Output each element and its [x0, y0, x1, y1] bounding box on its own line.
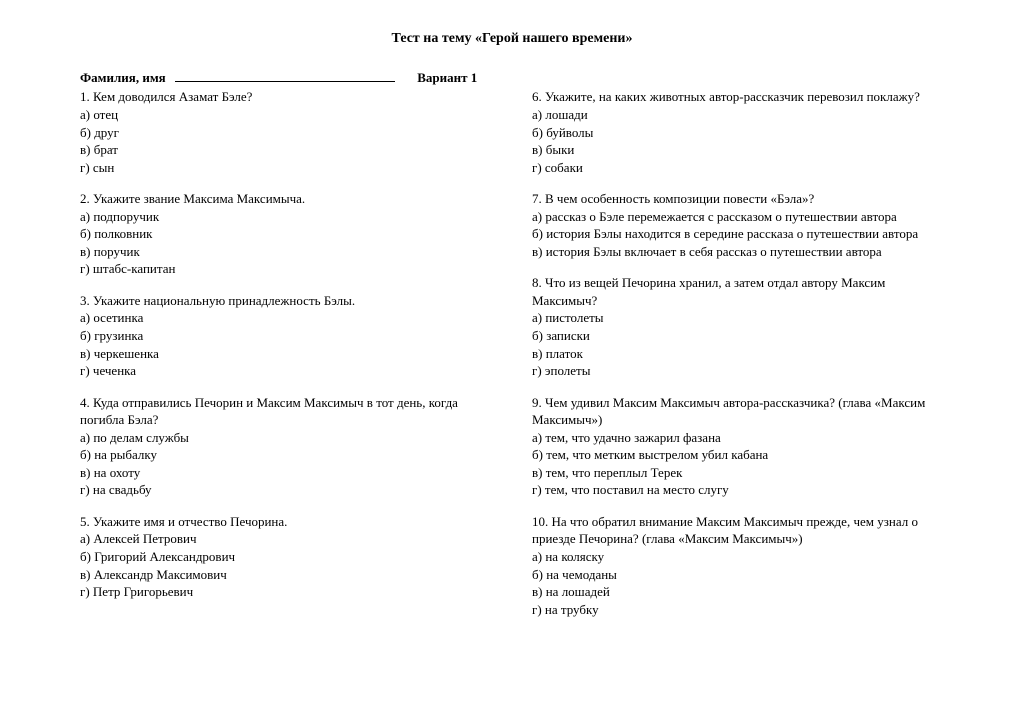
option: в) Александр Максимович [80, 566, 492, 584]
question-6: 6. Укажите, на каких животных автор-расс… [532, 88, 944, 176]
option: б) буйволы [532, 124, 944, 142]
option: б) полковник [80, 225, 492, 243]
left-column: 1. Кем доводился Азамат Бэле? а) отец б)… [80, 88, 492, 632]
header-line: Фамилия, имя Вариант 1 [80, 69, 944, 87]
question-text: 6. Укажите, на каких животных автор-расс… [532, 88, 944, 106]
right-column: 6. Укажите, на каких животных автор-расс… [532, 88, 944, 632]
option: а) Алексей Петрович [80, 530, 492, 548]
option: в) история Бэлы включает в себя рассказ … [532, 243, 944, 261]
test-title: Тест на тему «Герой нашего времени» [80, 30, 944, 49]
option: б) история Бэлы находится в середине рас… [532, 225, 944, 243]
option: в) поручик [80, 243, 492, 261]
question-text: 5. Укажите имя и отчество Печорина. [80, 513, 492, 531]
question-3: 3. Укажите национальную принадлежность Б… [80, 292, 492, 380]
option: г) на трубку [532, 601, 944, 619]
option: а) осетинка [80, 309, 492, 327]
option: б) на чемоданы [532, 566, 944, 584]
option: в) на лошадей [532, 583, 944, 601]
option: а) отец [80, 106, 492, 124]
option: в) платок [532, 345, 944, 363]
option: г) на свадьбу [80, 481, 492, 499]
option: в) на охоту [80, 464, 492, 482]
option: б) записки [532, 327, 944, 345]
option: б) грузинка [80, 327, 492, 345]
question-text: 7. В чем особенность композиции повести … [532, 190, 944, 208]
option: а) пистолеты [532, 309, 944, 327]
option: в) тем, что переплыл Терек [532, 464, 944, 482]
question-text: 3. Укажите национальную принадлежность Б… [80, 292, 492, 310]
name-blank [175, 70, 395, 82]
option: в) брат [80, 141, 492, 159]
option: г) эполеты [532, 362, 944, 380]
variant-label: Вариант 1 [417, 70, 477, 85]
question-4: 4. Куда отправились Печорин и Максим Мак… [80, 394, 492, 499]
question-1: 1. Кем доводился Азамат Бэле? а) отец б)… [80, 88, 492, 176]
question-2: 2. Укажите звание Максима Максимыча. а) … [80, 190, 492, 278]
question-text: 1. Кем доводился Азамат Бэле? [80, 88, 492, 106]
question-text: 2. Укажите звание Максима Максимыча. [80, 190, 492, 208]
option: б) тем, что метким выстрелом убил кабана [532, 446, 944, 464]
question-8: 8. Что из вещей Печорина хранил, а затем… [532, 274, 944, 379]
option: а) по делам службы [80, 429, 492, 447]
option: б) друг [80, 124, 492, 142]
question-7: 7. В чем особенность композиции повести … [532, 190, 944, 260]
option: б) Григорий Александрович [80, 548, 492, 566]
option: б) на рыбалку [80, 446, 492, 464]
name-label: Фамилия, имя [80, 70, 166, 85]
option: а) на коляску [532, 548, 944, 566]
option: а) подпоручик [80, 208, 492, 226]
question-text: 10. На что обратил внимание Максим Макси… [532, 513, 944, 548]
option: г) собаки [532, 159, 944, 177]
option: г) Петр Григорьевич [80, 583, 492, 601]
question-5: 5. Укажите имя и отчество Печорина. а) А… [80, 513, 492, 601]
option: в) черкешенка [80, 345, 492, 363]
question-10: 10. На что обратил внимание Максим Макси… [532, 513, 944, 618]
question-text: 8. Что из вещей Печорина хранил, а затем… [532, 274, 944, 309]
option: в) быки [532, 141, 944, 159]
option: г) тем, что поставил на место слугу [532, 481, 944, 499]
option: г) штабс-капитан [80, 260, 492, 278]
question-text: 9. Чем удивил Максим Максимыч автора-рас… [532, 394, 944, 429]
question-text: 4. Куда отправились Печорин и Максим Мак… [80, 394, 492, 429]
option: г) сын [80, 159, 492, 177]
option: г) чеченка [80, 362, 492, 380]
columns: 1. Кем доводился Азамат Бэле? а) отец б)… [80, 88, 944, 632]
question-9: 9. Чем удивил Максим Максимыч автора-рас… [532, 394, 944, 499]
option: а) тем, что удачно зажарил фазана [532, 429, 944, 447]
option: а) рассказ о Бэле перемежается с рассказ… [532, 208, 944, 226]
option: а) лошади [532, 106, 944, 124]
